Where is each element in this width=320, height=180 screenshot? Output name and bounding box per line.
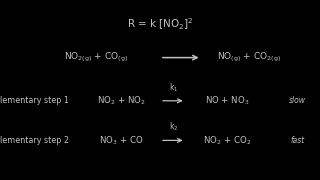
Text: $\mathrm{k_2}$: $\mathrm{k_2}$ <box>169 121 179 133</box>
Text: $\mathrm{k_1}$: $\mathrm{k_1}$ <box>169 81 179 94</box>
Text: elementary step 2: elementary step 2 <box>0 136 69 145</box>
Text: $\mathrm{NO_3}$ + CO: $\mathrm{NO_3}$ + CO <box>100 134 144 147</box>
Text: R = k $[\mathrm{NO_2}]^2$: R = k $[\mathrm{NO_2}]^2$ <box>127 16 193 32</box>
Text: NO + $\mathrm{NO_3}$: NO + $\mathrm{NO_3}$ <box>205 94 250 107</box>
Text: fast: fast <box>291 136 305 145</box>
Text: $\mathrm{NO_{2(g)}}$ + $\mathrm{CO_{(g)}}$: $\mathrm{NO_{2(g)}}$ + $\mathrm{CO_{(g)}… <box>64 51 128 64</box>
Text: slow: slow <box>289 96 306 105</box>
Text: elementary step 1: elementary step 1 <box>0 96 69 105</box>
Text: $\mathrm{NO_2}$ + $\mathrm{CO_2}$: $\mathrm{NO_2}$ + $\mathrm{CO_2}$ <box>203 134 251 147</box>
Text: $\mathrm{NO_2}$ + $\mathrm{NO_2}$: $\mathrm{NO_2}$ + $\mathrm{NO_2}$ <box>97 94 146 107</box>
Text: $\mathrm{NO_{(g)}}$ + $\mathrm{CO_{2(g)}}$: $\mathrm{NO_{(g)}}$ + $\mathrm{CO_{2(g)}… <box>218 51 282 64</box>
